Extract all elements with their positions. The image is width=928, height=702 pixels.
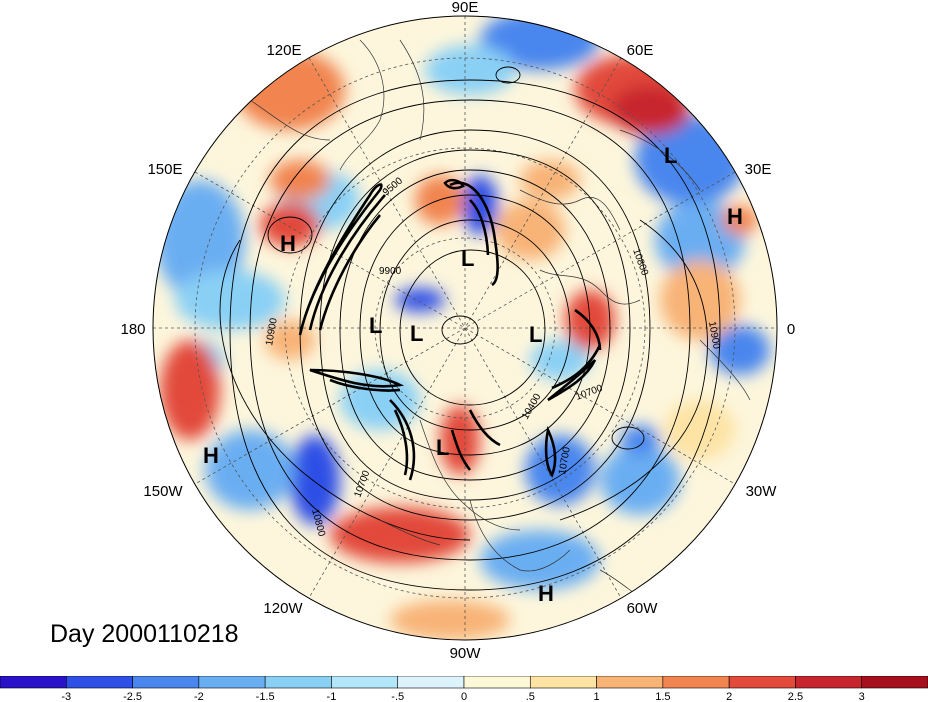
colorbar-swatch — [397, 676, 465, 689]
longitude-label-0: 0 — [787, 321, 795, 338]
longitude-label-120w: 120W — [263, 600, 303, 617]
colorbar-swatch — [795, 676, 863, 689]
colorbar-swatch — [198, 676, 266, 689]
colorbar-swatch — [728, 676, 796, 689]
longitude-label-120e: 120E — [266, 42, 301, 59]
colorbar-swatch — [331, 676, 399, 689]
low-pressure-marker: L — [529, 322, 542, 347]
colorbar-tick-label: 0 — [461, 691, 467, 702]
colorbar-tick-label: 1.5 — [655, 691, 670, 702]
map-border — [152, 15, 778, 641]
low-pressure-marker: L — [410, 321, 423, 346]
colorbar-tick-label: 2.5 — [788, 691, 803, 702]
colorbar-tick-label: -3 — [61, 691, 71, 702]
map-title: Day 2000110218 — [50, 620, 239, 648]
colorbar-swatch — [596, 676, 664, 689]
longitude-label-30e: 30E — [745, 161, 772, 178]
longitude-label-group: 90E 60E 30E 0 30W 60W 90W 120W 150W 180 … — [120, 0, 795, 662]
pressure-center-group: H L H H L L L L H L H — [203, 143, 743, 606]
colorbar-tick-labels: -3 -2.5 -2 -1.5 -1 -.5 0 .5 1 1.5 2 2.5 3 — [61, 691, 864, 702]
colorbar-swatch — [861, 676, 928, 689]
colorbar-tick-label: -1.5 — [256, 691, 275, 702]
longitude-label-60e: 60E — [627, 42, 654, 59]
colorbar-swatches — [0, 676, 928, 689]
colorbar-tick-label: -2 — [194, 691, 204, 702]
contour-label: 10700 — [557, 446, 573, 476]
low-pressure-marker: L — [664, 143, 677, 168]
contour-label: 10900 — [264, 317, 280, 347]
colorbar-swatch — [65, 676, 133, 689]
high-pressure-marker: H — [280, 231, 296, 256]
colorbar-swatch — [529, 676, 597, 689]
longitude-label-180: 180 — [120, 321, 145, 338]
low-pressure-marker: L — [461, 246, 474, 271]
high-pressure-marker: H — [538, 581, 554, 606]
colorbar-tick-label: -1 — [327, 691, 337, 702]
longitude-label-150w: 150W — [143, 483, 183, 500]
jet-streaks — [298, 178, 602, 481]
high-pressure-marker: H — [727, 204, 743, 229]
colorbar-tick-label: 2 — [726, 691, 732, 702]
anomaly-field — [153, 16, 777, 640]
longitude-label-90w: 90W — [450, 645, 482, 662]
contour-label: 10900 — [706, 321, 722, 351]
colorbar-tick-label: 1 — [594, 691, 600, 702]
colorbar-swatch — [264, 676, 332, 689]
polar-stereographic-map: 9500 9900 10900 10800 10900 10700 10400 … — [120, 0, 795, 662]
coastlines — [249, 39, 751, 611]
high-pressure-marker: H — [203, 443, 219, 468]
colorbar-tick-label: 3 — [859, 691, 865, 702]
colorbar-tick-label: -2.5 — [123, 691, 142, 702]
longitude-label-90e: 90E — [452, 0, 479, 16]
colorbar: -3 -2.5 -2 -1.5 -1 -.5 0 .5 1 1.5 2 2.5 3 — [0, 676, 928, 702]
longitude-label-150e: 150E — [147, 161, 182, 178]
colorbar-tick-label: -.5 — [391, 691, 404, 702]
colorbar-swatch — [132, 676, 200, 689]
height-contours — [219, 66, 721, 591]
longitude-label-30w: 30W — [746, 483, 778, 500]
low-pressure-marker: L — [369, 313, 382, 338]
low-pressure-marker: L — [436, 435, 449, 460]
longitude-label-60w: 60W — [627, 600, 659, 617]
colorbar-swatch — [463, 676, 531, 689]
lat-lon-grid — [153, 16, 777, 640]
colorbar-swatch — [0, 676, 67, 689]
colorbar-tick-label: .5 — [526, 691, 535, 702]
contour-label: 9900 — [379, 266, 402, 277]
colorbar-swatch — [662, 676, 730, 689]
